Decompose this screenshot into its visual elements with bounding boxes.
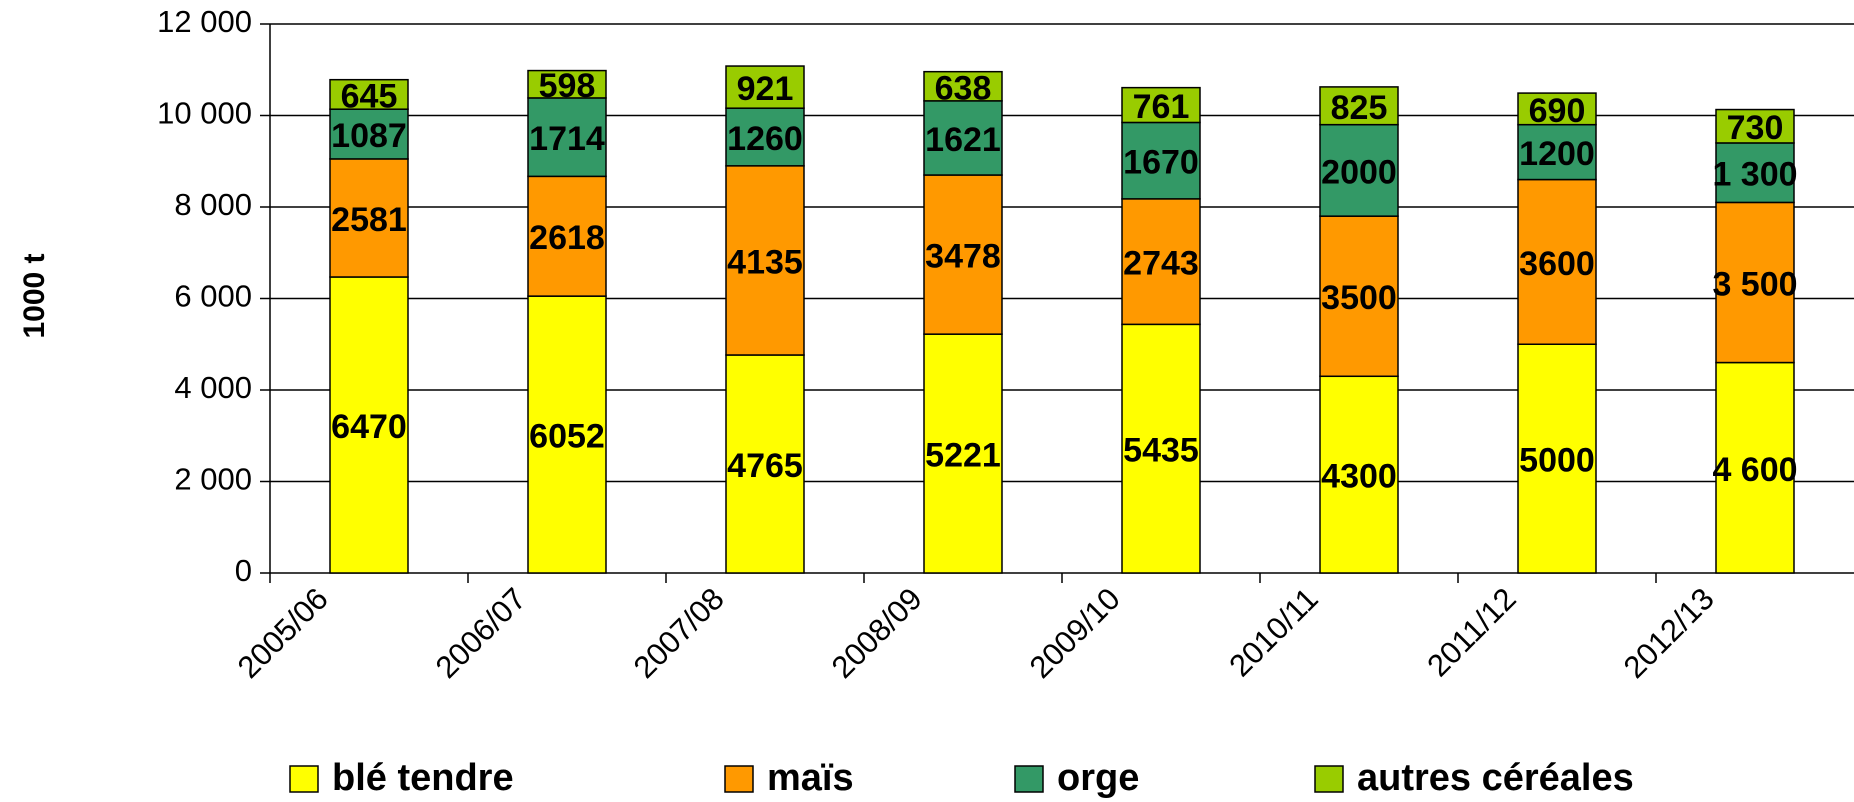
- bar-segment: [1319, 215, 1399, 378]
- data-label: 6052: [529, 418, 605, 456]
- bar-segment: [1319, 86, 1399, 126]
- data-label: 4765: [727, 447, 803, 485]
- y-tick-label: 12 000: [157, 4, 252, 39]
- x-tick-label: 2010/11: [1222, 581, 1324, 683]
- data-label: 645: [341, 77, 398, 115]
- bar-segment: [527, 175, 607, 297]
- bar-segment: [329, 108, 409, 160]
- bar-segment: [1319, 123, 1399, 217]
- legend-label: orge: [1057, 757, 1139, 799]
- bar-segment: [923, 333, 1003, 574]
- y-tick-label: 2 000: [174, 462, 252, 497]
- data-label: 1260: [727, 120, 803, 158]
- data-label: 690: [1529, 92, 1586, 130]
- x-tick-label: 2011/12: [1420, 581, 1522, 683]
- bar-segment: [1121, 198, 1201, 326]
- data-label: 1621: [925, 121, 1001, 159]
- bar-segment: [1121, 323, 1201, 574]
- legend-swatch: [1314, 765, 1344, 793]
- x-tick-label: 2007/08: [627, 581, 731, 685]
- data-label: 3478: [925, 238, 1001, 276]
- y-tick-label: 0: [235, 553, 252, 588]
- bar-segment: [1319, 375, 1399, 574]
- bar-segment: [725, 354, 805, 574]
- legend-swatch: [289, 765, 319, 793]
- bar-segment: [1517, 92, 1597, 126]
- bar-segment: [725, 165, 805, 356]
- legend-swatch: [1014, 765, 1044, 793]
- bar-segment: [1121, 121, 1201, 200]
- data-label: 3 500: [1712, 265, 1797, 303]
- data-label: 638: [935, 69, 992, 107]
- y-tick-label: 4 000: [174, 370, 252, 405]
- bar-segment: [1715, 142, 1795, 204]
- bar-segment: [1517, 178, 1597, 345]
- bar-segment: [329, 158, 409, 278]
- data-label: 2618: [529, 219, 605, 257]
- data-label: 1087: [331, 117, 407, 155]
- data-label: 4300: [1321, 458, 1397, 496]
- bar-segment: [725, 107, 805, 167]
- data-label: 4135: [727, 243, 803, 281]
- y-axis-label: 1000 t: [18, 253, 51, 338]
- data-label: 2581: [331, 201, 407, 239]
- x-tick-label: 2006/07: [429, 581, 533, 685]
- data-label: 598: [539, 67, 596, 105]
- x-tick-label: 2012/13: [1617, 581, 1721, 685]
- bar-segment: [1121, 86, 1201, 124]
- bar-segment: [1517, 343, 1597, 574]
- legend-label: autres céréales: [1357, 757, 1634, 799]
- bar-segment: [923, 174, 1003, 335]
- bar-segment: [329, 276, 409, 574]
- y-tick-label: 10 000: [157, 96, 252, 131]
- bar-segment: [1715, 201, 1795, 364]
- legend-swatch: [724, 765, 754, 793]
- y-tick-label: 6 000: [174, 279, 252, 314]
- y-tick-label: 8 000: [174, 187, 252, 222]
- x-tick-label: 2008/09: [825, 581, 929, 685]
- bar-segment: [329, 78, 409, 110]
- data-label: 1714: [529, 120, 605, 158]
- bar-segment: [1715, 108, 1795, 144]
- bar-segment: [527, 69, 607, 99]
- data-label: 5435: [1123, 432, 1199, 470]
- legend-label: maïs: [767, 757, 854, 799]
- data-label: 1200: [1519, 135, 1595, 173]
- bar-segment: [923, 70, 1003, 102]
- x-tick-label: 2009/10: [1023, 581, 1127, 685]
- data-label: 921: [737, 70, 794, 108]
- data-label: 730: [1727, 109, 1784, 147]
- bar-segment: [725, 65, 805, 109]
- data-label: 3500: [1321, 279, 1397, 317]
- bar-segment: [1715, 361, 1795, 574]
- x-tick-label: 2005/06: [231, 581, 335, 685]
- data-label: 5000: [1519, 442, 1595, 480]
- data-label: 2743: [1123, 245, 1199, 283]
- data-label: 5221: [925, 437, 1001, 475]
- data-label: 2000: [1321, 153, 1397, 191]
- data-label: 3600: [1519, 245, 1595, 283]
- bar-segment: [527, 295, 607, 574]
- data-label: 825: [1331, 89, 1388, 127]
- data-label: 1 300: [1712, 156, 1797, 194]
- data-label: 4 600: [1712, 451, 1797, 489]
- legend-label: blé tendre: [332, 757, 514, 799]
- data-label: 761: [1133, 88, 1190, 126]
- data-label: 6470: [331, 408, 407, 446]
- data-label: 1670: [1123, 144, 1199, 182]
